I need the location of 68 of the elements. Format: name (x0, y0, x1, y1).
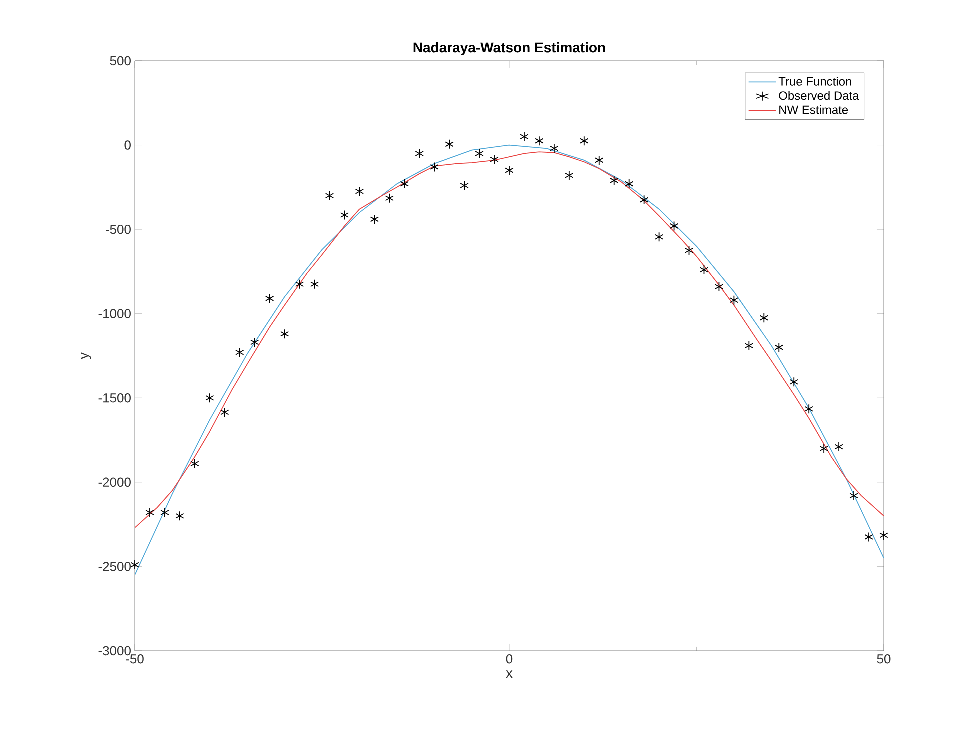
chart-title: Nadaraya-Watson Estimation (414, 42, 606, 56)
point (415, 148, 424, 159)
point (565, 170, 574, 181)
point (624, 179, 634, 189)
x-tick-label: 0 (506, 654, 513, 664)
point (610, 176, 619, 186)
point (714, 282, 724, 292)
point (700, 265, 709, 275)
point (250, 338, 260, 348)
legend-label: NW Estimate (780, 105, 848, 114)
point (820, 444, 828, 454)
point (190, 458, 200, 469)
y-tick-label: -1500 (98, 394, 131, 403)
point (430, 162, 439, 172)
point (400, 179, 409, 189)
point (295, 279, 304, 290)
point (670, 221, 679, 232)
point (520, 132, 529, 142)
y-tick-label: -1000 (98, 309, 131, 318)
point (864, 532, 874, 542)
point (790, 377, 798, 388)
x-axis-title: x (506, 670, 513, 678)
point (804, 404, 814, 414)
point (774, 342, 784, 353)
x-tick-label: 50 (877, 654, 891, 664)
y-tick-label: -3000 (98, 646, 131, 656)
point (340, 210, 350, 220)
y-tick-label: -500 (106, 224, 131, 234)
point (220, 408, 230, 418)
point (460, 180, 469, 191)
point (760, 313, 769, 324)
point (654, 232, 664, 242)
point (265, 294, 274, 304)
point (880, 530, 888, 540)
point (445, 139, 454, 150)
legend-label: True Function (778, 77, 852, 86)
legend-label: Observed Data (779, 91, 860, 100)
point (236, 348, 244, 358)
point (130, 560, 140, 570)
point (160, 508, 170, 518)
point (580, 136, 589, 146)
point (834, 442, 844, 452)
point (176, 511, 184, 522)
point (640, 195, 649, 206)
point (325, 190, 334, 201)
y-axis-title: y (81, 352, 92, 360)
point (475, 148, 484, 159)
point (550, 144, 559, 154)
point (146, 508, 154, 518)
y-tick-label: 500 (110, 56, 131, 66)
point (684, 246, 694, 256)
point (370, 214, 380, 224)
point (744, 340, 754, 351)
point (730, 295, 739, 306)
point (535, 136, 544, 146)
point (850, 490, 858, 501)
point (355, 186, 364, 197)
point (310, 279, 320, 290)
x-tick-label: -50 (126, 654, 144, 664)
y-tick-label: 0 (124, 140, 131, 150)
y-tick-label: -2500 (98, 562, 131, 572)
point (280, 329, 290, 340)
point (385, 193, 394, 204)
point (490, 154, 499, 165)
y-tick-label: -2000 (98, 478, 131, 488)
point (595, 156, 604, 166)
point (505, 166, 514, 176)
point (206, 393, 214, 404)
